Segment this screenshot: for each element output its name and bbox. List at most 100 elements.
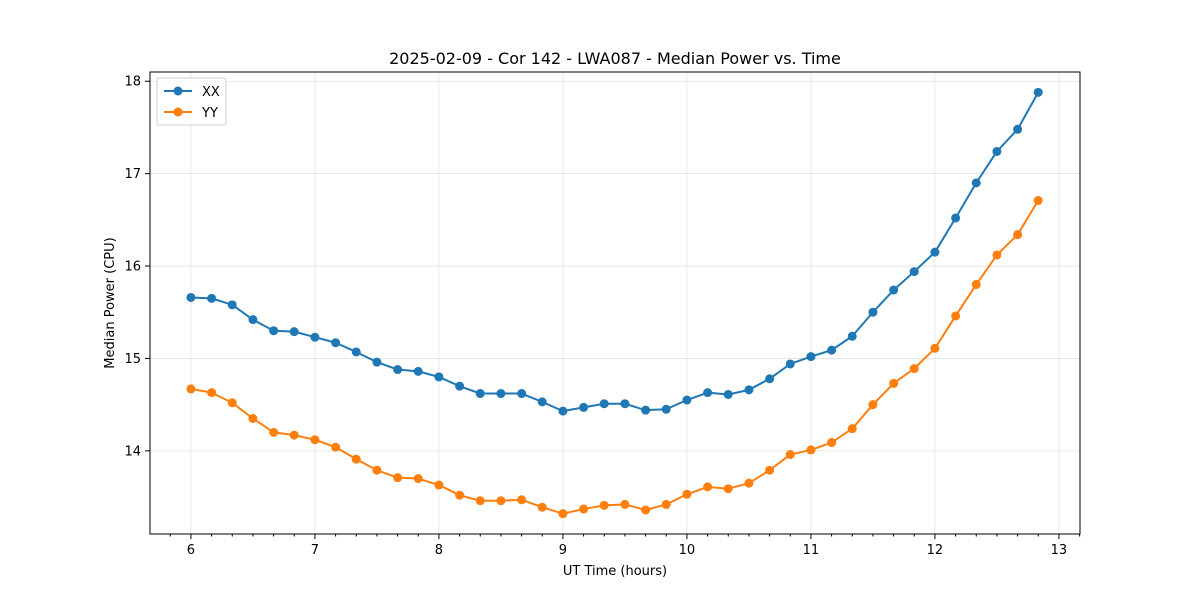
data-point-xx <box>269 326 279 336</box>
data-point-xx <box>703 388 713 398</box>
x-axis-label: UT Time (hours) <box>563 564 667 579</box>
data-point-yy <box>393 473 403 483</box>
data-point-xx <box>558 406 568 416</box>
x-tick-label: 6 <box>187 543 195 558</box>
data-point-yy <box>537 502 547 512</box>
y-tick-label: 16 <box>124 260 141 275</box>
data-point-xx <box>641 405 651 415</box>
data-point-yy <box>703 482 713 492</box>
data-point-xx <box>847 331 857 341</box>
data-point-xx <box>723 389 733 399</box>
y-axis-ticks: 14 15 16 17 18 <box>124 75 150 459</box>
data-point-yy <box>475 496 485 506</box>
x-tick-label: 11 <box>803 543 820 558</box>
x-tick-label: 13 <box>1051 543 1068 558</box>
data-point-xx <box>868 307 878 317</box>
data-point-xx <box>248 315 258 325</box>
series-lines <box>186 87 1043 519</box>
data-point-yy <box>496 496 506 506</box>
data-point-xx <box>682 395 692 405</box>
data-point-yy <box>847 424 857 434</box>
data-point-yy <box>599 500 609 510</box>
x-tick-label: 12 <box>927 543 944 558</box>
data-point-yy <box>827 438 837 448</box>
x-tick-label: 7 <box>311 543 319 558</box>
data-point-yy <box>930 343 940 353</box>
data-point-yy <box>517 495 527 505</box>
data-point-xx <box>785 359 795 369</box>
data-point-yy <box>227 398 237 408</box>
data-point-xx <box>661 404 671 414</box>
data-point-yy <box>186 384 196 394</box>
data-point-xx <box>537 397 547 407</box>
y-tick-label: 14 <box>124 444 141 459</box>
data-point-yy <box>806 445 816 455</box>
data-point-yy <box>289 430 299 440</box>
data-point-yy <box>558 509 568 519</box>
data-point-yy <box>971 280 981 290</box>
data-point-yy <box>992 250 1002 260</box>
data-point-yy <box>455 490 465 500</box>
data-point-yy <box>868 400 878 410</box>
data-point-xx <box>971 178 981 188</box>
data-point-xx <box>744 385 754 395</box>
data-point-yy <box>682 489 692 499</box>
data-point-xx <box>413 366 423 376</box>
data-point-xx <box>620 399 630 409</box>
y-tick-label: 15 <box>124 352 141 367</box>
data-point-xx <box>1013 124 1023 134</box>
data-point-yy <box>889 378 899 388</box>
data-point-xx <box>765 374 775 384</box>
data-point-yy <box>310 435 320 445</box>
data-point-yy <box>951 311 961 321</box>
y-tick-label: 17 <box>124 167 141 182</box>
data-point-xx <box>227 300 237 310</box>
data-point-yy <box>909 364 919 374</box>
x-tick-label: 9 <box>559 543 567 558</box>
data-point-xx <box>909 267 919 277</box>
data-point-xx <box>372 357 382 367</box>
data-point-xx <box>496 389 506 399</box>
data-point-yy <box>765 465 775 475</box>
legend-marker-yy <box>173 107 183 117</box>
data-point-yy <box>1013 230 1023 240</box>
data-point-yy <box>269 427 279 437</box>
data-point-yy <box>372 465 382 475</box>
chart-title: 2025-02-09 - Cor 142 - LWA087 - Median P… <box>389 49 841 68</box>
data-point-xx <box>806 352 816 362</box>
data-point-yy <box>723 484 733 494</box>
data-point-xx <box>889 285 899 295</box>
data-point-xx <box>455 381 465 391</box>
data-point-yy <box>1033 195 1043 205</box>
x-tick-label: 8 <box>435 543 443 558</box>
y-tick-label: 18 <box>124 75 141 90</box>
data-point-xx <box>1033 87 1043 97</box>
data-point-xx <box>186 292 196 302</box>
data-point-xx <box>475 389 485 399</box>
data-point-yy <box>248 414 258 423</box>
data-point-xx <box>289 327 299 337</box>
plot-area-frame <box>149 71 1081 535</box>
data-point-xx <box>331 338 341 348</box>
data-point-xx <box>599 399 609 409</box>
data-point-xx <box>207 293 217 303</box>
data-point-yy <box>579 504 589 514</box>
legend-label-yy: YY <box>201 106 218 121</box>
data-point-xx <box>310 332 320 342</box>
data-point-xx <box>351 347 361 357</box>
y-axis-label: Median Power (CPU) <box>103 237 118 368</box>
data-point-yy <box>661 499 671 509</box>
legend-label-xx: XX <box>202 85 220 100</box>
data-point-yy <box>413 474 423 484</box>
data-point-yy <box>785 450 795 460</box>
data-point-xx <box>517 389 527 399</box>
data-point-xx <box>434 372 444 382</box>
data-point-xx <box>393 365 403 375</box>
data-point-xx <box>992 146 1002 156</box>
legend: XX YY <box>156 77 227 126</box>
data-point-yy <box>620 499 630 509</box>
data-point-yy <box>744 478 754 488</box>
data-point-yy <box>351 454 361 464</box>
data-point-xx <box>951 213 961 223</box>
